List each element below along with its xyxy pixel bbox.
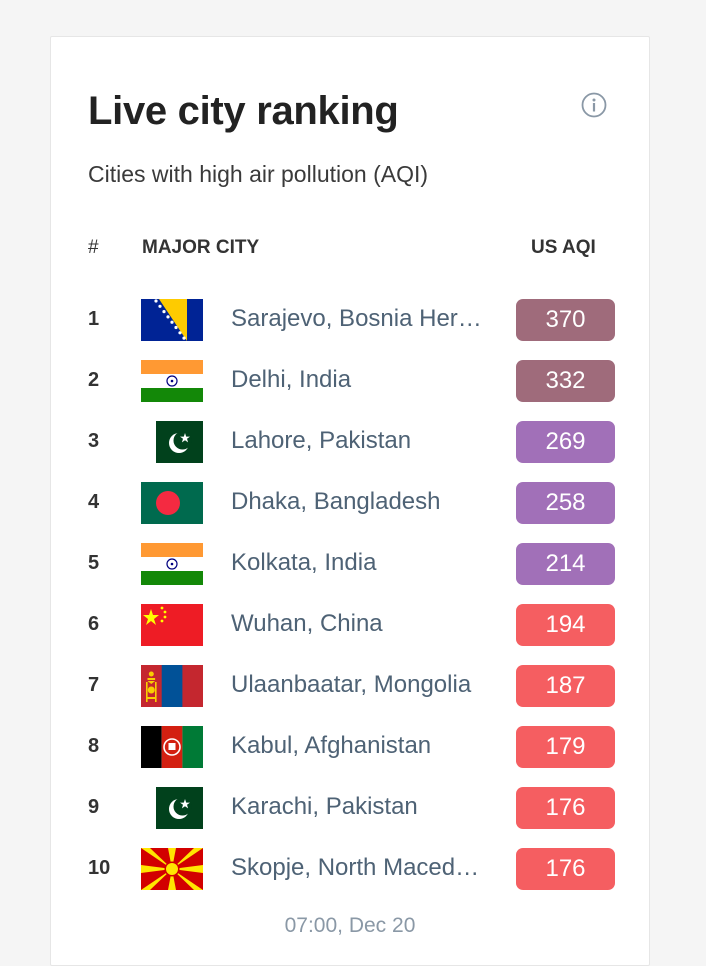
city-name-link[interactable]: Karachi, Pakistan (231, 793, 418, 820)
city-row[interactable]: 3 Lahore, Pakistan 269 (51, 412, 649, 473)
ranking-card: Live city ranking Cities with high air p… (50, 36, 650, 966)
city-name-link[interactable]: Kolkata, India (231, 549, 377, 576)
aqi-badge: 176 (516, 848, 615, 890)
city-name-link[interactable]: Kabul, Afghanistan (231, 732, 432, 759)
aqi-badge: 269 (516, 421, 615, 463)
afghanistan-flag-icon (141, 726, 203, 768)
update-timestamp: 07:00, Dec 20 (284, 914, 416, 937)
city-name-link[interactable]: Skopje, North Macedonia (231, 854, 491, 881)
rank-number: 5 (88, 552, 100, 574)
aqi-badge: 332 (516, 360, 615, 402)
rank-number: 9 (88, 796, 100, 818)
aqi-badge: 194 (516, 604, 615, 646)
column-header-rank: # (88, 237, 99, 258)
city-row[interactable]: 2 Delhi, India 332 (51, 351, 649, 412)
aqi-badge: 214 (516, 543, 615, 585)
rank-number: 4 (88, 491, 100, 513)
page-subtitle: Cities with high air pollution (AQI) (88, 161, 429, 187)
bosnia-flag-icon (141, 299, 203, 341)
china-flag-icon (141, 604, 203, 646)
city-name-link[interactable]: Delhi, India (231, 366, 352, 393)
column-header-aqi: US AQI (531, 237, 596, 258)
macedonia-flag-icon (141, 848, 203, 890)
pakistan-flag-icon (141, 421, 203, 463)
info-icon[interactable] (581, 92, 607, 118)
city-name-link[interactable]: Lahore, Pakistan (231, 427, 412, 454)
aqi-badge: 187 (516, 665, 615, 707)
city-name-link[interactable]: Sarajevo, Bosnia Herzegovina (231, 305, 491, 332)
rank-number: 1 (88, 308, 100, 330)
column-header-city: MAJOR CITY (142, 237, 260, 258)
city-name-link[interactable]: Dhaka, Bangladesh (231, 488, 441, 515)
page-title: Live city ranking (88, 89, 399, 133)
city-row[interactable]: 10 Skopje, North Macedonia 176 (51, 839, 649, 900)
city-row[interactable]: 1 Sarajevo, Bosnia Herzegovina 370 (51, 290, 649, 351)
city-row[interactable]: 8 Kabul, Afghanistan 179 (51, 717, 649, 778)
city-name-link[interactable]: Wuhan, China (231, 610, 383, 637)
rank-number: 7 (88, 674, 100, 696)
aqi-badge: 258 (516, 482, 615, 524)
rank-number: 3 (88, 430, 100, 452)
rank-number: 10 (88, 857, 111, 879)
aqi-badge: 176 (516, 787, 615, 829)
rank-number: 8 (88, 735, 100, 757)
city-row[interactable]: 7 Ulaanbaatar, Mongolia 187 (51, 656, 649, 717)
city-row[interactable]: 6 Wuhan, China 194 (51, 595, 649, 656)
bangladesh-flag-icon (141, 482, 203, 524)
india-flag-icon (141, 360, 203, 402)
city-name-link[interactable]: Ulaanbaatar, Mongolia (231, 671, 472, 698)
mongolia-flag-icon (141, 665, 203, 707)
city-row[interactable]: 5 Kolkata, India 214 (51, 534, 649, 595)
city-row[interactable]: 4 Dhaka, Bangladesh 258 (51, 473, 649, 534)
india-flag-icon (141, 543, 203, 585)
pakistan-flag-icon (141, 787, 203, 829)
rank-number: 2 (88, 369, 100, 391)
aqi-badge: 179 (516, 726, 615, 768)
rank-number: 6 (88, 613, 100, 635)
aqi-badge: 370 (516, 299, 615, 341)
ranking-list: 1 Sarajevo, Bosnia Herzegovina 370 2 Del… (51, 290, 649, 900)
city-row[interactable]: 9 Karachi, Pakistan 176 (51, 778, 649, 839)
